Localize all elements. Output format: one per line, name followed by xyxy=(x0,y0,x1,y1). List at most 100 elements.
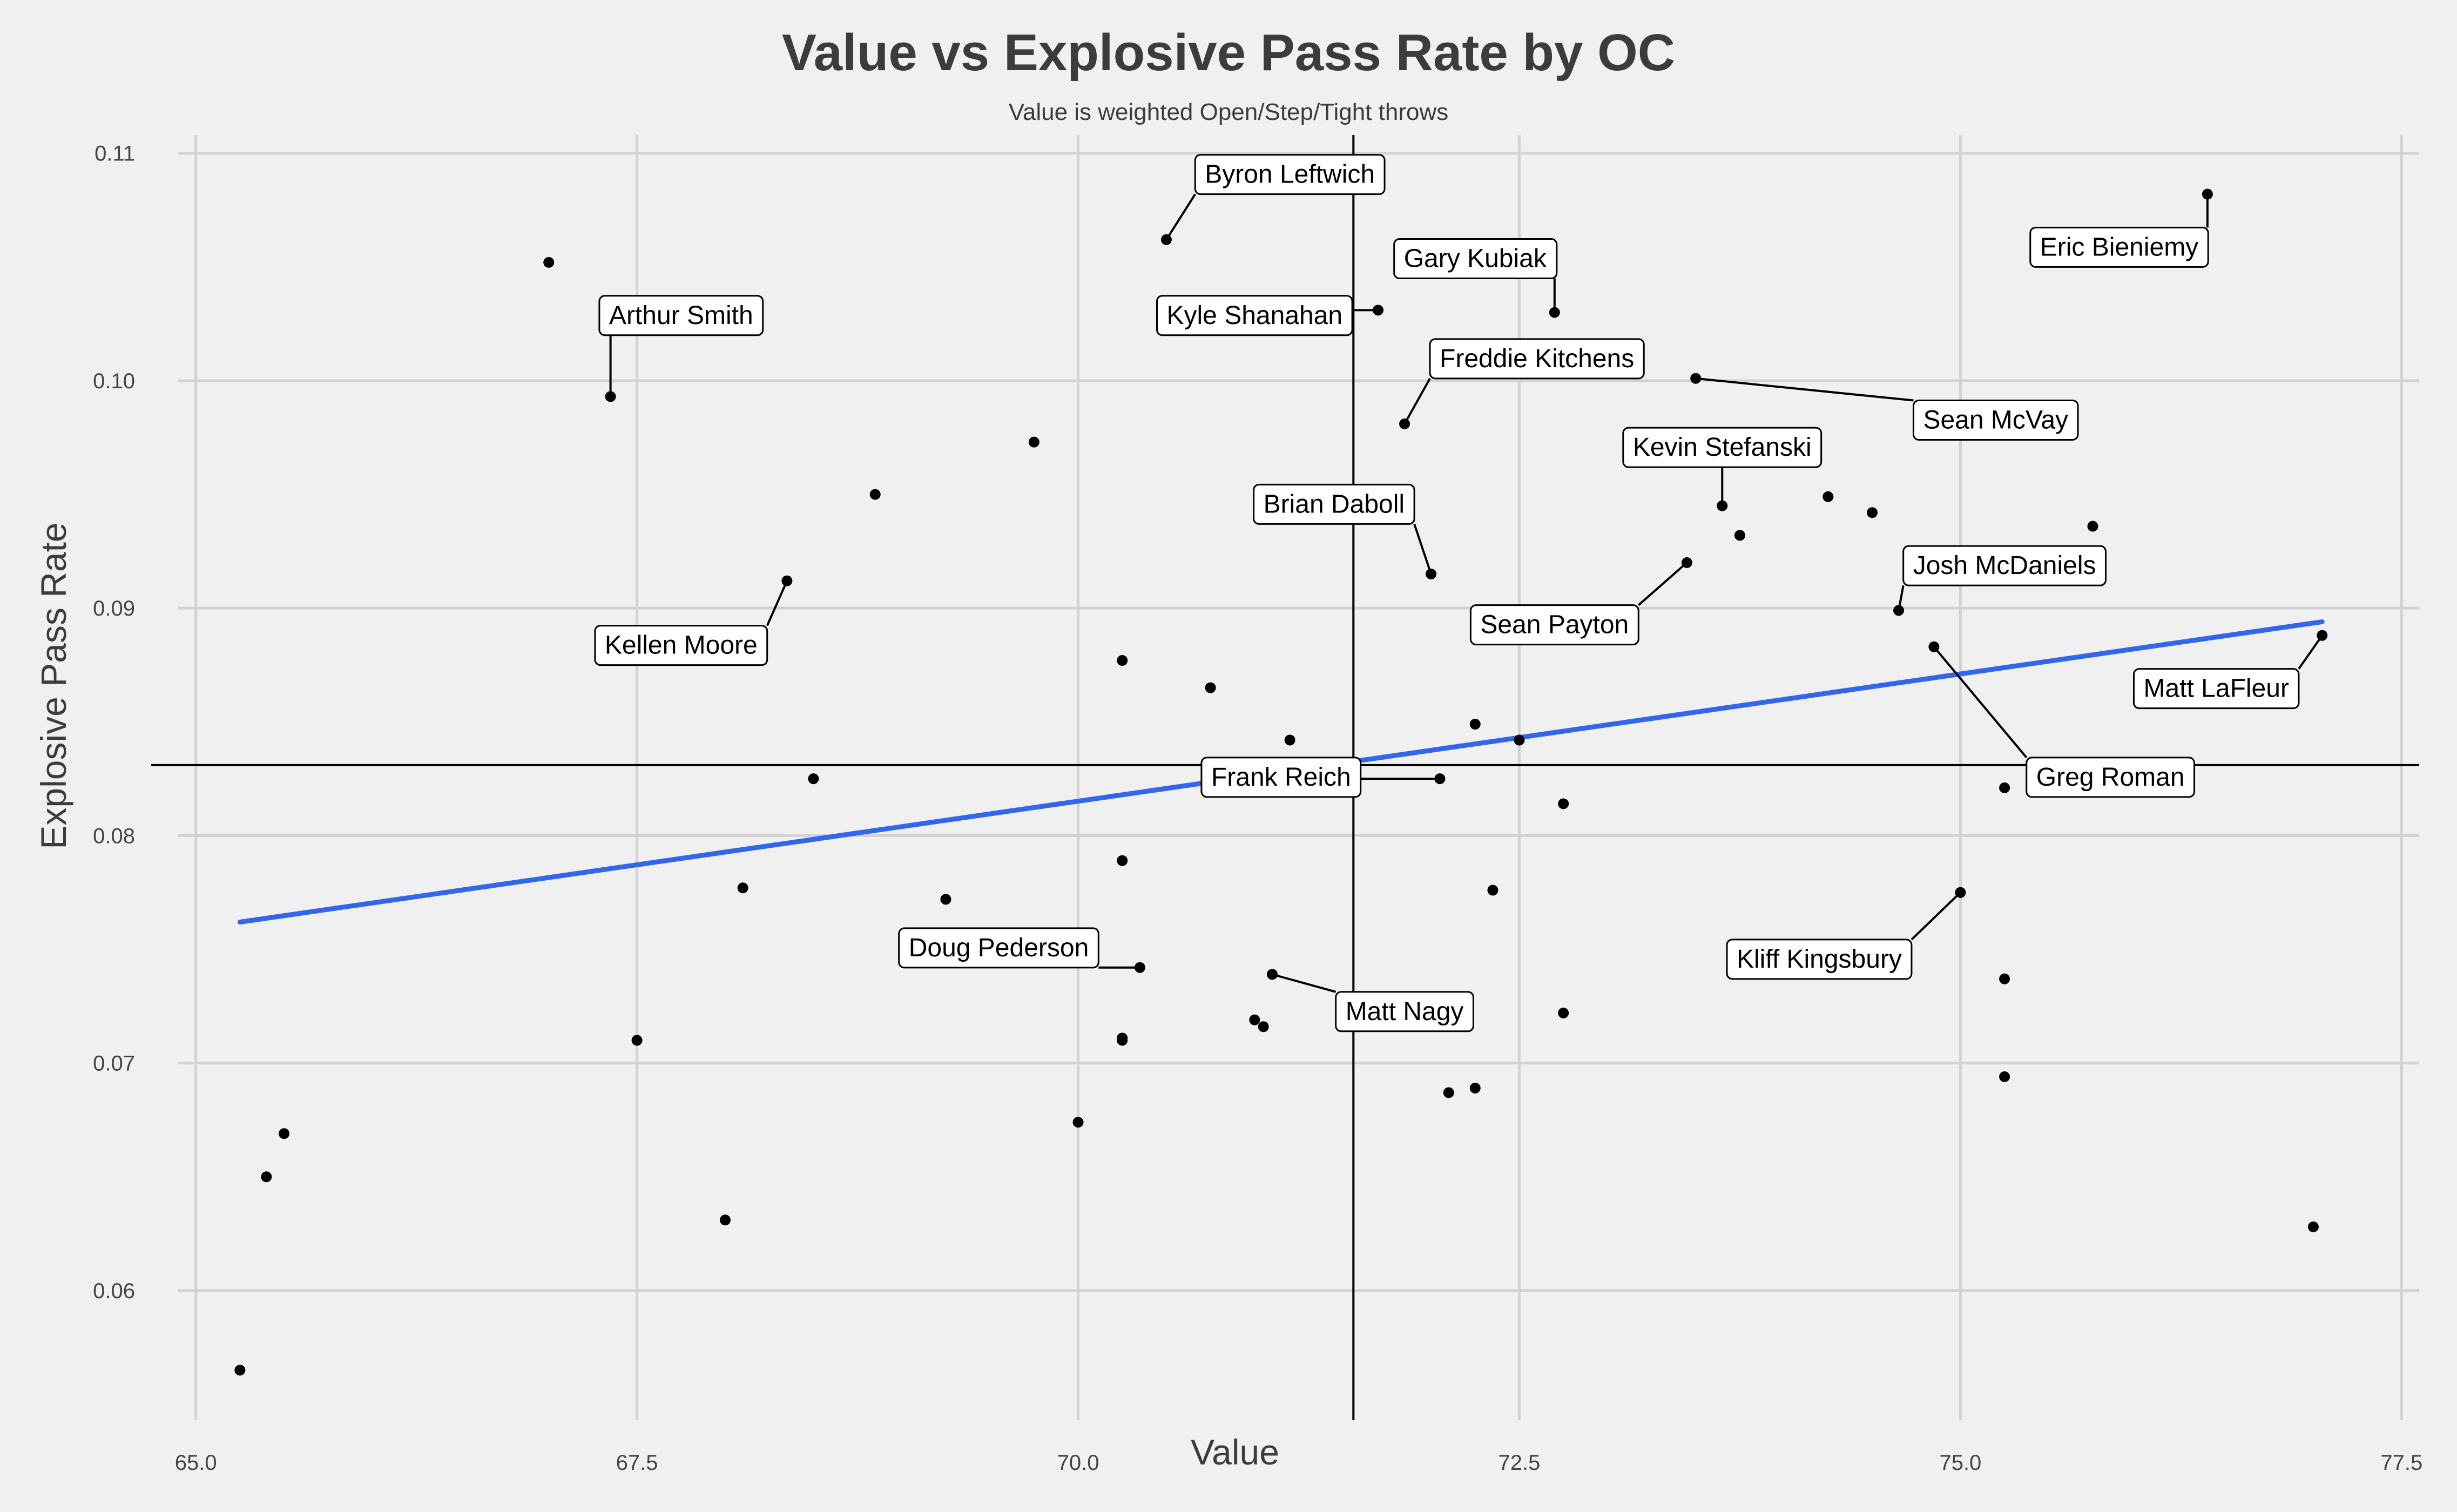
data-point xyxy=(279,1128,290,1139)
point-label-group: Matt Nagy xyxy=(1272,973,1474,1032)
point-label: Gary Kubiak xyxy=(1404,244,1547,273)
y-tick-label: 0.10 xyxy=(93,369,135,393)
y-tick-label: 0.09 xyxy=(93,597,135,620)
label-box xyxy=(1335,991,1474,1032)
point-label-group: Frank Reich xyxy=(1200,757,1440,798)
data-point xyxy=(261,1171,272,1183)
label-box xyxy=(2029,226,2209,268)
label-box xyxy=(1156,295,1353,336)
label-box xyxy=(2026,757,2196,798)
point-label-group: Freddie Kitchens xyxy=(1403,338,1645,424)
point-label-group: Eric Bieniemy xyxy=(2029,194,2209,268)
data-point xyxy=(737,882,748,894)
leader-line xyxy=(1272,973,1336,993)
label-box xyxy=(1726,939,1913,980)
data-point xyxy=(2087,521,2098,532)
point-label: Eric Bieniemy xyxy=(2040,233,2198,261)
point-label: Frank Reich xyxy=(1211,763,1351,792)
leader-line xyxy=(766,580,788,626)
data-point xyxy=(631,1035,643,1046)
x-tick-label: 67.5 xyxy=(616,1451,658,1475)
x-tick-label: 65.0 xyxy=(175,1451,217,1475)
point-label: Brian Daboll xyxy=(1264,490,1405,518)
data-point xyxy=(940,894,951,905)
label-box xyxy=(1194,154,1386,195)
leader-line xyxy=(2298,634,2323,670)
point-label-group: Josh McDaniels xyxy=(1898,545,2107,611)
x-tick-label: 70.0 xyxy=(1057,1451,1099,1475)
x-tick-label: 72.5 xyxy=(1498,1451,1541,1475)
label-box xyxy=(1622,427,1823,468)
point-label: Doug Pederson xyxy=(909,934,1089,962)
point-label-group: Sean Payton xyxy=(1469,562,1688,646)
data-point xyxy=(1117,855,1128,866)
label-box xyxy=(1253,483,1415,525)
x-axis-title: Value xyxy=(1191,1432,1279,1472)
point-label: Freddie Kitchens xyxy=(1440,345,1634,373)
y-tick-label: 0.08 xyxy=(93,824,135,848)
point-label: Sean Payton xyxy=(1480,611,1629,639)
chart-subtitle: Value is weighted Open/Step/Tight throws xyxy=(1009,99,1448,125)
data-point xyxy=(1823,491,1834,502)
leader-line xyxy=(1403,377,1431,424)
point-label: Josh McDaniels xyxy=(1913,551,2096,580)
leader-line xyxy=(1898,585,1905,611)
y-tick-label: 0.07 xyxy=(93,1052,135,1076)
label-box xyxy=(598,295,764,336)
point-label-group: Gary Kubiak xyxy=(1393,238,1558,313)
point-label-group: Arthur Smith xyxy=(598,295,764,397)
leader-line xyxy=(1637,562,1688,606)
label-box xyxy=(1429,338,1645,380)
label-box xyxy=(2132,668,2300,710)
data-point xyxy=(2307,1221,2319,1232)
point-label-group: Kellen Moore xyxy=(594,580,788,666)
point-label: Kevin Stefanski xyxy=(1633,433,1812,462)
data-point xyxy=(808,773,819,785)
point-label-group: Kyle Shanahan xyxy=(1156,295,1379,336)
point-label: Matt Nagy xyxy=(1346,997,1464,1026)
point-label-group: Greg Roman xyxy=(1933,646,2196,798)
point-label: Kyle Shanahan xyxy=(1167,301,1343,330)
label-box xyxy=(1902,545,2107,586)
label-box xyxy=(594,625,768,666)
point-label: Matt LaFleur xyxy=(2143,674,2289,703)
data-point xyxy=(543,256,555,268)
label-box xyxy=(1469,604,1639,646)
data-point xyxy=(1117,1035,1128,1046)
data-point xyxy=(1028,436,1040,448)
data-point xyxy=(1284,734,1295,746)
data-point xyxy=(1469,719,1481,730)
point-label-group: Kliff Kingsbury xyxy=(1726,892,1961,980)
ticks: 65.0 67.5 70.0 72.5 75.0 77.5 0.06 0.07 0.08 0.09… xyxy=(93,142,2422,1475)
data-point xyxy=(1514,734,1525,746)
point-label: Kliff Kingsbury xyxy=(1737,945,1902,974)
data-point xyxy=(1487,885,1498,896)
leader-line xyxy=(1165,193,1196,240)
data-point xyxy=(1999,973,2010,984)
data-point xyxy=(869,489,881,500)
data-point xyxy=(719,1214,731,1226)
label-box xyxy=(1912,400,2079,441)
point-label: Byron Leftwich xyxy=(1205,160,1375,189)
y-axis-title: Explosive Pass Rate xyxy=(33,522,73,849)
leader-line xyxy=(1413,523,1432,575)
point-label-group: Matt LaFleur xyxy=(2132,634,2323,710)
points xyxy=(234,188,2328,1376)
point-label: Greg Roman xyxy=(2036,763,2185,792)
data-point xyxy=(1734,530,1745,541)
x-tick-label: 75.0 xyxy=(1939,1451,1981,1475)
label-box xyxy=(1393,238,1558,279)
data-point xyxy=(234,1365,246,1376)
data-point xyxy=(1999,782,2010,793)
point-label-group: Byron Leftwich xyxy=(1165,154,1386,240)
leader-line xyxy=(1696,377,1914,402)
point-labels: Eric Bieniemy Byron Leftwich Gary Kubiak Ky… xyxy=(594,154,2323,1032)
grid xyxy=(178,135,2419,1420)
data-point xyxy=(1258,1021,1269,1032)
data-point xyxy=(1443,1087,1454,1098)
point-label-group: Brian Daboll xyxy=(1253,483,1432,575)
point-label-group: Kevin Stefanski xyxy=(1622,427,1823,506)
leader-line xyxy=(1933,646,2028,759)
label-box xyxy=(1200,757,1362,798)
